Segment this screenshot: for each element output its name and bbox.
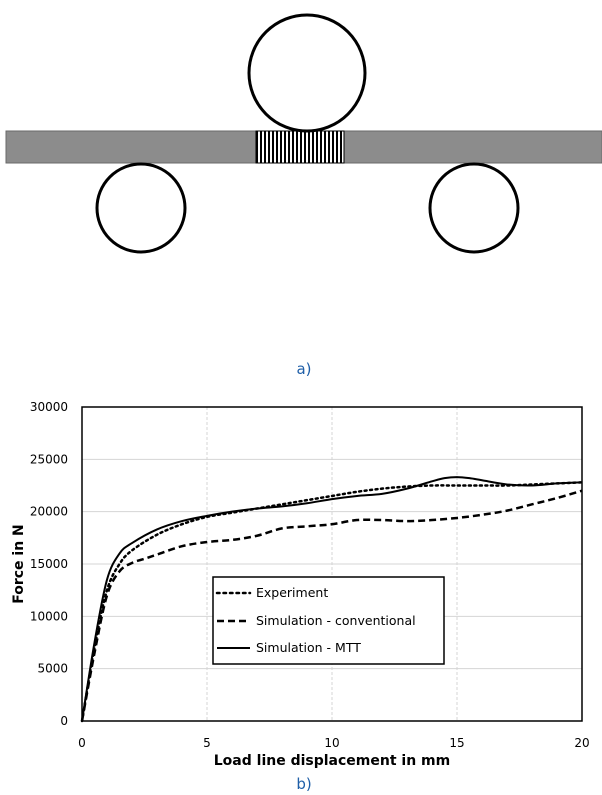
series-line-0 xyxy=(80,481,584,723)
series-layer xyxy=(80,476,584,723)
specimen-bar-left xyxy=(5,130,257,164)
y-axis-title: Force in N xyxy=(11,524,27,604)
panel-b-label: b) xyxy=(296,775,311,793)
loading-roller xyxy=(247,13,367,133)
series-line-1 xyxy=(80,489,583,722)
series-line-2 xyxy=(81,476,583,722)
legend-label-mtt: Simulation - MTT xyxy=(256,640,361,655)
bending-schematic xyxy=(5,13,602,254)
y-tick-labels: 0 5000 10000 15000 20000 25000 30000 xyxy=(30,400,68,728)
legend-box xyxy=(212,576,445,665)
y-tick-label: 0 xyxy=(60,714,68,728)
x-tick-label: 20 xyxy=(574,736,589,750)
panel-a-label: a) xyxy=(296,360,311,378)
x-axis-title: Load line displacement in mm xyxy=(214,753,450,769)
x-tick-label: 5 xyxy=(203,736,211,750)
x-tick-label: 10 xyxy=(324,736,339,750)
x-tick-labels: 0 5 10 15 20 xyxy=(78,736,589,750)
meshed-zone xyxy=(255,130,345,164)
y-tick-label: 30000 xyxy=(30,400,68,414)
legend-label-conventional: Simulation - conventional xyxy=(256,613,416,628)
y-tick-label: 10000 xyxy=(30,609,68,623)
legend: Experiment Simulation - conventional Sim… xyxy=(212,576,445,665)
chart-grid xyxy=(82,407,582,721)
y-tick-label: 15000 xyxy=(30,557,68,571)
specimen-bar-right xyxy=(343,130,602,164)
y-tick-label: 20000 xyxy=(30,505,68,519)
y-tick-label: 25000 xyxy=(30,452,68,466)
plot-frame xyxy=(81,406,583,722)
right-support-roller xyxy=(428,162,520,254)
x-tick-label: 0 xyxy=(78,736,86,750)
x-tick-label: 15 xyxy=(449,736,464,750)
left-support-roller xyxy=(95,162,187,254)
y-tick-label: 5000 xyxy=(37,662,68,676)
legend-label-experiment: Experiment xyxy=(256,585,328,600)
